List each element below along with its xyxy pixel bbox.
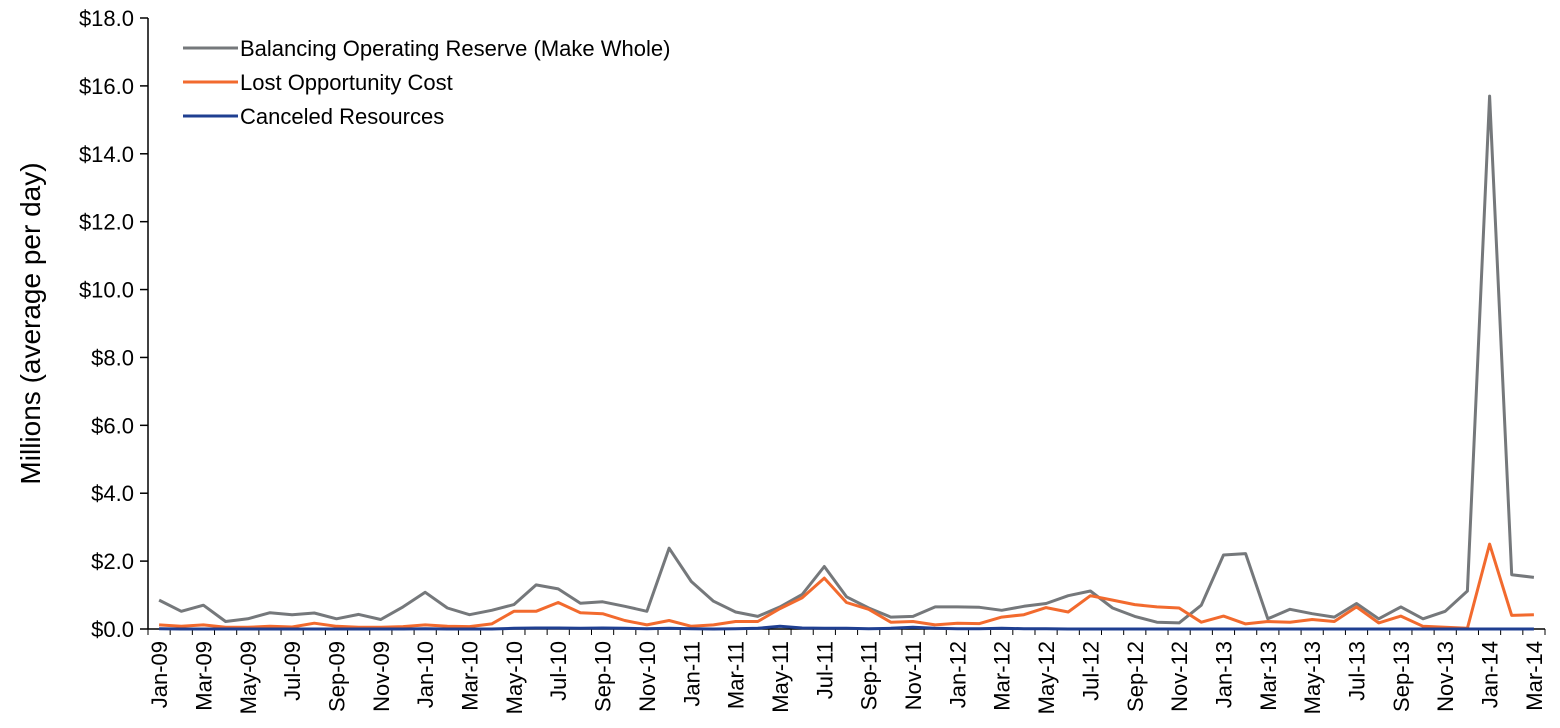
x-tick-label: Jul-09 (280, 641, 305, 701)
x-tick-label: Sep-12 (1123, 641, 1148, 712)
x-tick-label: Jan-10 (413, 641, 438, 708)
x-tick-label: Mar-10 (458, 641, 483, 711)
x-tick-label: Jul-11 (812, 641, 837, 699)
series-line-1 (158, 94, 1535, 625)
x-tick-label: Sep-11 (857, 641, 882, 710)
x-tick-label: Jul-13 (1345, 641, 1370, 701)
x-tick-label: Jan-11 (679, 641, 704, 707)
x-tick-label: Sep-10 (591, 641, 616, 712)
x-axis-ticks: Jan-09 Mar-09 May-09 Jul-09 Sep-09 Nov-09 Jan-… (147, 629, 1547, 714)
x-tick-label: Jul-12 (1078, 641, 1103, 701)
x-tick-label: May-12 (1034, 641, 1059, 714)
x-tick-label: Mar-12 (990, 641, 1015, 711)
y-tick-label: $16.0 (79, 74, 134, 99)
x-tick-label: Jan-13 (1211, 641, 1236, 708)
x-tick-label: Nov-09 (369, 641, 394, 712)
y-tick-label: $2.0 (91, 549, 134, 574)
y-axis-ticks: $0.0 $2.0 $4.0 $6.0 $8.0 $10.0 $12.0 $14.0 $16.0… (79, 6, 148, 642)
y-tick-label: $8.0 (91, 345, 134, 370)
x-tick-label: Nov-13 (1433, 641, 1458, 712)
series-lines (158, 94, 1535, 631)
x-tick-label: Nov-12 (1167, 641, 1192, 712)
y-tick-label: $14.0 (79, 142, 134, 167)
x-tick-label: Mar-14 (1522, 641, 1547, 711)
y-tick-label: $4.0 (91, 481, 134, 506)
x-tick-label: Nov-11 (901, 641, 926, 710)
x-tick-label: Sep-13 (1389, 641, 1414, 712)
x-tick-label: Jul-10 (546, 641, 571, 701)
x-tick-label: May-13 (1300, 641, 1325, 714)
legend-label-1: Balancing Operating Reserve (Make Whole) (240, 36, 670, 61)
y-tick-label: $6.0 (91, 413, 134, 438)
y-tick-label: $10.0 (79, 278, 134, 303)
x-tick-label: Sep-09 (324, 641, 349, 712)
x-tick-label: May-09 (236, 641, 261, 714)
x-tick-label: Mar-13 (1256, 641, 1281, 711)
legend: Balancing Operating Reserve (Make Whole)… (183, 36, 670, 129)
x-tick-label: May-10 (502, 641, 527, 714)
x-tick-label: Nov-10 (635, 641, 660, 712)
y-axis-title: Millions (average per day) (15, 162, 46, 484)
legend-label-3: Canceled Resources (240, 104, 444, 129)
legend-label-2: Lost Opportunity Cost (240, 70, 453, 95)
series-line-2 (159, 542, 1534, 630)
x-tick-label: Mar-09 (191, 641, 216, 711)
y-tick-label: $0.0 (91, 617, 134, 642)
series-line-3 (159, 624, 1534, 631)
x-tick-label: Jan-09 (147, 641, 172, 708)
y-tick-label: $12.0 (79, 210, 134, 235)
x-tick-label: Mar-11 (724, 641, 749, 709)
x-tick-label: May-11 (768, 641, 793, 713)
y-tick-label: $18.0 (79, 6, 134, 31)
x-tick-label: Jan-14 (1478, 641, 1503, 708)
x-tick-label: Jan-12 (945, 641, 970, 708)
